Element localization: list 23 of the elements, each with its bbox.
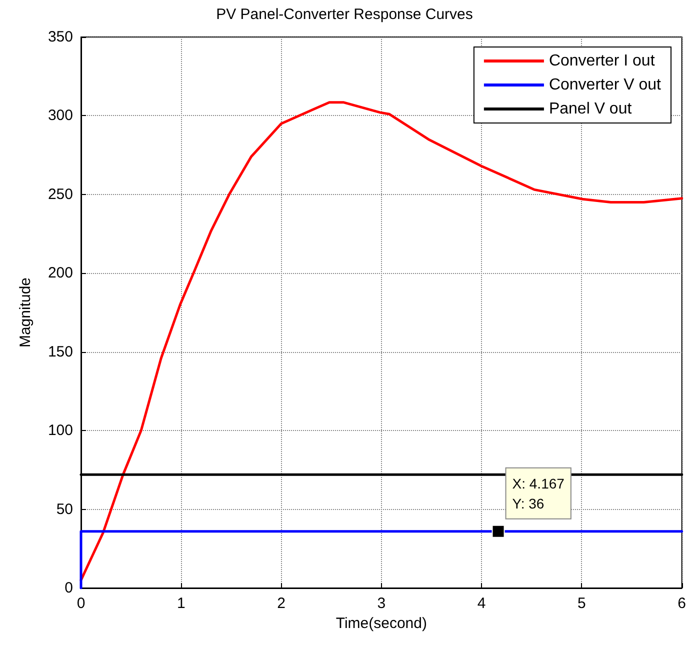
y-tick-label: 300: [48, 107, 73, 124]
line-series: [80, 101, 684, 582]
y-tick-label: 250: [48, 186, 73, 203]
y-tick-label: 100: [48, 422, 73, 440]
x-tick-label: 4: [477, 595, 486, 612]
y-tick-label: 200: [48, 264, 73, 282]
y-tick-label: 50: [56, 500, 73, 518]
x-tick-label: 3: [377, 595, 386, 612]
y-axis-title: Magnitude: [17, 277, 34, 348]
x-tick-label: 2: [277, 595, 286, 612]
x-tick-label: 1: [176, 595, 186, 612]
chart-title: PV Panel-Converter Response Curves: [216, 6, 473, 23]
x-tick-label: 5: [578, 595, 586, 612]
annotation: X: 4.167 Y: 36: [512, 475, 565, 512]
legend-label: Converter V out: [548, 76, 662, 94]
y-tick-label: 350: [48, 28, 73, 46]
x-tick-label: 6: [678, 595, 686, 612]
legend-label: Converter I out: [548, 52, 656, 70]
x-tick-label: 0: [76, 595, 86, 612]
x-axis-title: Time(second): [336, 615, 427, 632]
y-tick-label: 150: [48, 343, 73, 360]
y-tick-label: 0: [64, 580, 73, 596]
legend-label: Panel V out: [548, 100, 632, 118]
